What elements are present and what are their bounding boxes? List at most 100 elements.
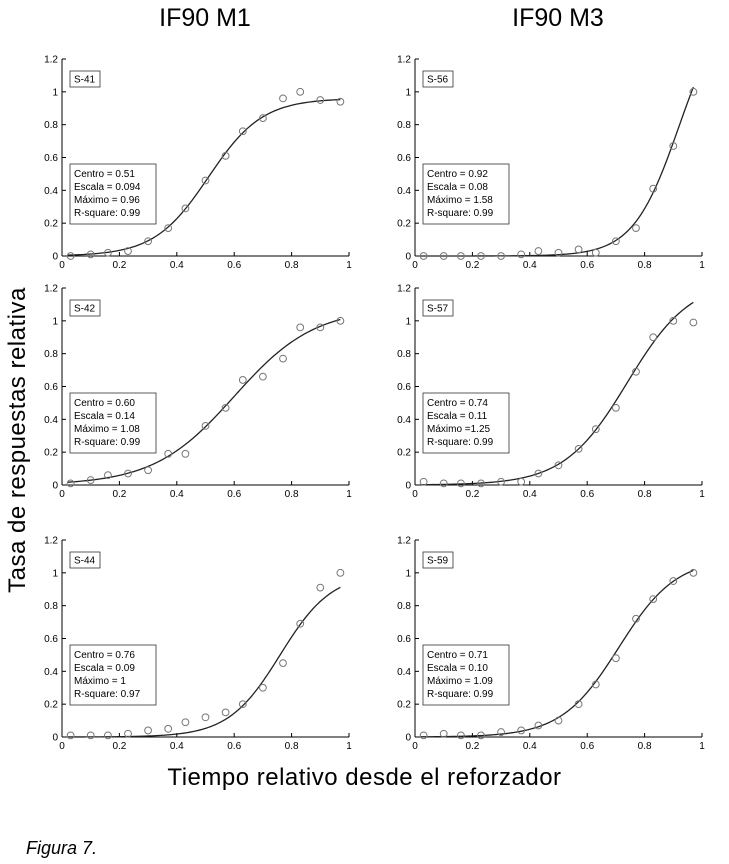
- data-point: [279, 94, 287, 103]
- panel-s-44: 0 0.2 0.4 0.6 0.8 1 1.2 0 0.2 0.4 0.6 0.8 1 S-44 Centr…: [44, 536, 352, 753]
- x-tick-label: 0.4: [170, 260, 184, 271]
- data-point: [649, 184, 658, 193]
- data-point: [419, 731, 428, 740]
- y-tick-label: 1: [52, 316, 58, 327]
- data-point: [419, 252, 428, 260]
- y-tick-label: 1.2: [44, 536, 58, 547]
- data-point: [632, 614, 640, 623]
- fit-stat: R-square: 0.99: [427, 689, 494, 700]
- y-tick-label: 1.2: [44, 55, 58, 66]
- x-tick-label: 0.6: [580, 260, 594, 271]
- fit-stat: Centro = 0.51: [74, 169, 135, 180]
- data-point: [477, 252, 485, 260]
- x-tick-label: 0: [59, 260, 65, 271]
- subject-tag: S-44: [74, 556, 96, 567]
- y-tick-label: 0: [405, 733, 411, 744]
- data-point: [574, 700, 583, 709]
- subject-tag-box: [69, 70, 101, 88]
- data-point: [439, 729, 448, 738]
- y-tick-label: 1.2: [397, 536, 411, 547]
- data-point: [259, 114, 267, 122]
- data-point: [296, 323, 305, 332]
- data-point: [238, 127, 247, 136]
- fit-stat: Escala = 0.14: [74, 411, 135, 422]
- data-point: [439, 479, 448, 488]
- x-tick-label: 0.6: [580, 489, 594, 500]
- data-point: [591, 680, 600, 689]
- x-tick-label: 0.2: [112, 741, 126, 752]
- y-tick-label: 0.6: [44, 153, 58, 164]
- data-point: [201, 176, 210, 185]
- data-point: [554, 461, 563, 470]
- data-point: [181, 204, 190, 213]
- column-title-m3: IF90 M3: [512, 4, 604, 32]
- data-point: [649, 595, 658, 603]
- y-tick-label: 0.6: [397, 153, 411, 164]
- fit-stat: Máximo = 1.09: [427, 676, 493, 687]
- data-point: [336, 97, 345, 106]
- data-point: [104, 731, 112, 740]
- x-tick-label: 0.4: [170, 741, 184, 752]
- y-tick-label: 0.6: [397, 382, 411, 393]
- fit-stat: Máximo =1.25: [427, 424, 491, 435]
- panel-s-56: 0 0.2 0.4 0.6 0.8 1 1.2 0 0.2 0.4 0.6 0.8 1 S-56 Centr…: [397, 55, 705, 272]
- y-tick-label: 0: [52, 252, 58, 263]
- y-tick-label: 0.8: [397, 601, 411, 612]
- data-point: [221, 151, 230, 160]
- y-tick-label: 1: [405, 568, 411, 579]
- data-point: [574, 444, 583, 453]
- fit-stat: Centro = 0.60: [74, 398, 135, 409]
- data-point: [144, 237, 153, 246]
- fit-curve: [67, 586, 341, 738]
- x-tick-label: 0.8: [638, 489, 652, 500]
- data-point: [316, 323, 325, 332]
- y-tick-label: 0.4: [397, 667, 411, 678]
- data-point: [612, 654, 620, 663]
- subject-tag: S-56: [427, 75, 449, 86]
- y-tick-label: 1.2: [397, 55, 411, 66]
- data-point: [66, 731, 75, 740]
- y-tick-label: 0: [52, 733, 58, 744]
- data-point: [66, 252, 75, 260]
- x-tick-label: 0.6: [227, 741, 241, 752]
- subject-tag-box: [422, 70, 454, 88]
- y-tick-label: 0.4: [44, 186, 58, 197]
- x-tick-label: 1: [699, 741, 705, 752]
- data-point: [497, 728, 506, 736]
- data-point: [86, 250, 95, 259]
- x-tick-label: 0.4: [523, 260, 537, 271]
- x-tick-label: 0.8: [285, 489, 299, 500]
- data-point: [477, 731, 485, 740]
- data-point: [201, 713, 210, 722]
- data-point: [279, 659, 287, 668]
- data-point: [497, 252, 506, 260]
- x-axis-label: Tiempo relativo desde el reforzador: [167, 764, 562, 791]
- fit-stat: Centro = 0.74: [427, 398, 488, 409]
- data-point: [238, 376, 247, 384]
- data-point: [689, 318, 698, 327]
- data-point: [419, 477, 428, 486]
- data-point: [279, 354, 287, 363]
- subject-tag-box: [69, 551, 101, 569]
- y-tick-label: 0: [405, 252, 411, 263]
- y-tick-label: 0.2: [44, 448, 58, 459]
- data-point: [221, 403, 230, 412]
- y-tick-label: 0: [405, 481, 411, 492]
- data-point: [477, 479, 485, 488]
- data-point: [104, 248, 112, 257]
- data-point: [336, 568, 345, 577]
- x-tick-label: 0.2: [465, 741, 479, 752]
- fit-stats-box: [69, 163, 157, 225]
- data-point: [439, 252, 448, 260]
- x-tick-label: 0.6: [227, 260, 241, 271]
- data-point: [632, 367, 640, 376]
- fit-stats-box: [422, 163, 510, 225]
- x-tick-label: 0: [59, 741, 65, 752]
- data-point: [457, 479, 465, 488]
- subject-tag-box: [69, 299, 101, 317]
- data-point: [457, 252, 465, 260]
- fit-stats-box: [422, 644, 510, 706]
- data-point: [632, 224, 640, 232]
- panel-s-59: 0 0.2 0.4 0.6 0.8 1 1.2 0 0.2 0.4 0.6 0.8 1 S-59 Centr…: [397, 536, 705, 753]
